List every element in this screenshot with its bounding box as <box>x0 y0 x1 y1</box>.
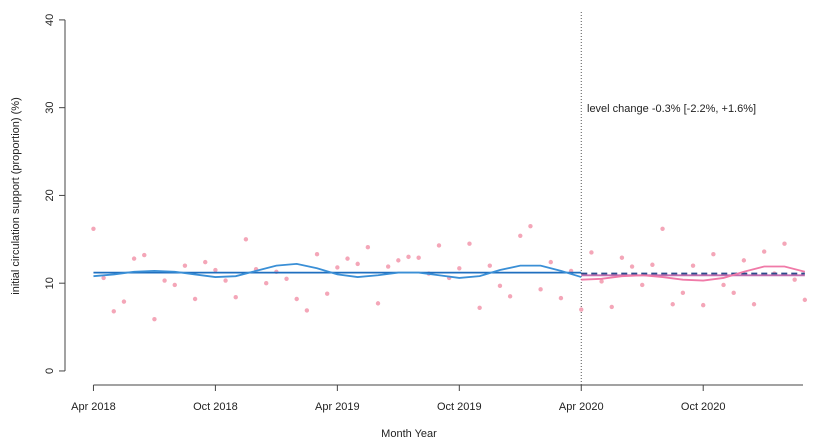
data-point <box>721 282 726 288</box>
y-tick-label: 40 <box>44 14 56 26</box>
data-point <box>548 259 553 265</box>
data-point <box>233 295 238 300</box>
data-point <box>670 302 675 307</box>
y-axis-title: initial circulation support (proportion)… <box>10 97 22 294</box>
data-point <box>487 263 492 268</box>
data-point <box>629 264 635 269</box>
data-point <box>680 290 686 296</box>
data-point <box>497 283 503 289</box>
data-point <box>589 250 594 255</box>
y-tick-label: 20 <box>44 189 56 201</box>
data-point <box>264 280 269 286</box>
data-point <box>640 282 645 288</box>
data-point <box>335 265 340 270</box>
data-point <box>650 262 655 267</box>
data-point <box>396 258 401 263</box>
y-tick-label: 0 <box>44 368 56 374</box>
data-point <box>142 252 147 258</box>
x-tick-label: Oct 2018 <box>193 401 238 413</box>
data-point <box>385 264 391 269</box>
data-point <box>203 259 208 265</box>
data-point <box>507 294 513 299</box>
x-tick-label: Apr 2019 <box>315 401 360 413</box>
data-point <box>243 237 249 242</box>
x-tick-label: Oct 2020 <box>681 401 726 413</box>
data-point <box>101 275 106 281</box>
data-point <box>345 256 350 261</box>
x-tick-label: Apr 2020 <box>559 401 604 413</box>
data-point <box>314 252 320 257</box>
data-point <box>457 266 462 271</box>
data-point <box>365 245 371 250</box>
data-point <box>751 302 757 307</box>
data-point <box>660 226 665 231</box>
x-tick-label: Oct 2019 <box>437 401 482 413</box>
data-point <box>599 279 604 284</box>
x-axis-title: Month Year <box>381 428 437 440</box>
data-point <box>324 291 330 296</box>
data-point <box>558 295 564 301</box>
data-point <box>579 307 584 312</box>
data-point <box>792 277 797 282</box>
data-point <box>690 263 696 268</box>
y-tick-label: 10 <box>44 277 56 289</box>
data-point <box>172 282 177 288</box>
data-point <box>304 308 310 313</box>
data-point <box>518 233 523 238</box>
data-point <box>192 296 198 302</box>
data-point <box>802 297 808 303</box>
data-point <box>121 299 127 304</box>
line <box>93 262 582 279</box>
data-point <box>711 252 716 257</box>
line <box>581 265 806 282</box>
data-point <box>701 302 706 308</box>
data-point <box>467 241 472 246</box>
annotation: level change -0.3% [-2.2%, +1.6%] <box>587 103 756 115</box>
data-point <box>406 254 411 260</box>
data-point <box>416 255 421 260</box>
data-point <box>91 226 96 231</box>
data-point <box>152 316 157 322</box>
data-point <box>294 296 299 302</box>
y-tick-label: 30 <box>44 102 56 114</box>
data-point <box>111 309 116 314</box>
data-point <box>477 305 482 310</box>
data-point <box>609 304 614 310</box>
x-tick-label: Apr 2018 <box>71 401 116 413</box>
data-point <box>538 287 543 292</box>
data-point <box>436 243 442 248</box>
data-point <box>284 276 289 282</box>
data-point <box>223 278 228 283</box>
data-point <box>131 256 137 261</box>
data-point <box>782 241 787 246</box>
data-point <box>619 255 625 260</box>
data-point <box>731 290 736 296</box>
data-point <box>162 278 167 283</box>
data-point <box>741 258 747 263</box>
data-point <box>182 263 188 268</box>
data-point <box>528 223 533 229</box>
data-point <box>213 267 218 273</box>
data-point <box>761 249 767 254</box>
data-point <box>355 261 360 267</box>
data-point <box>375 301 381 306</box>
